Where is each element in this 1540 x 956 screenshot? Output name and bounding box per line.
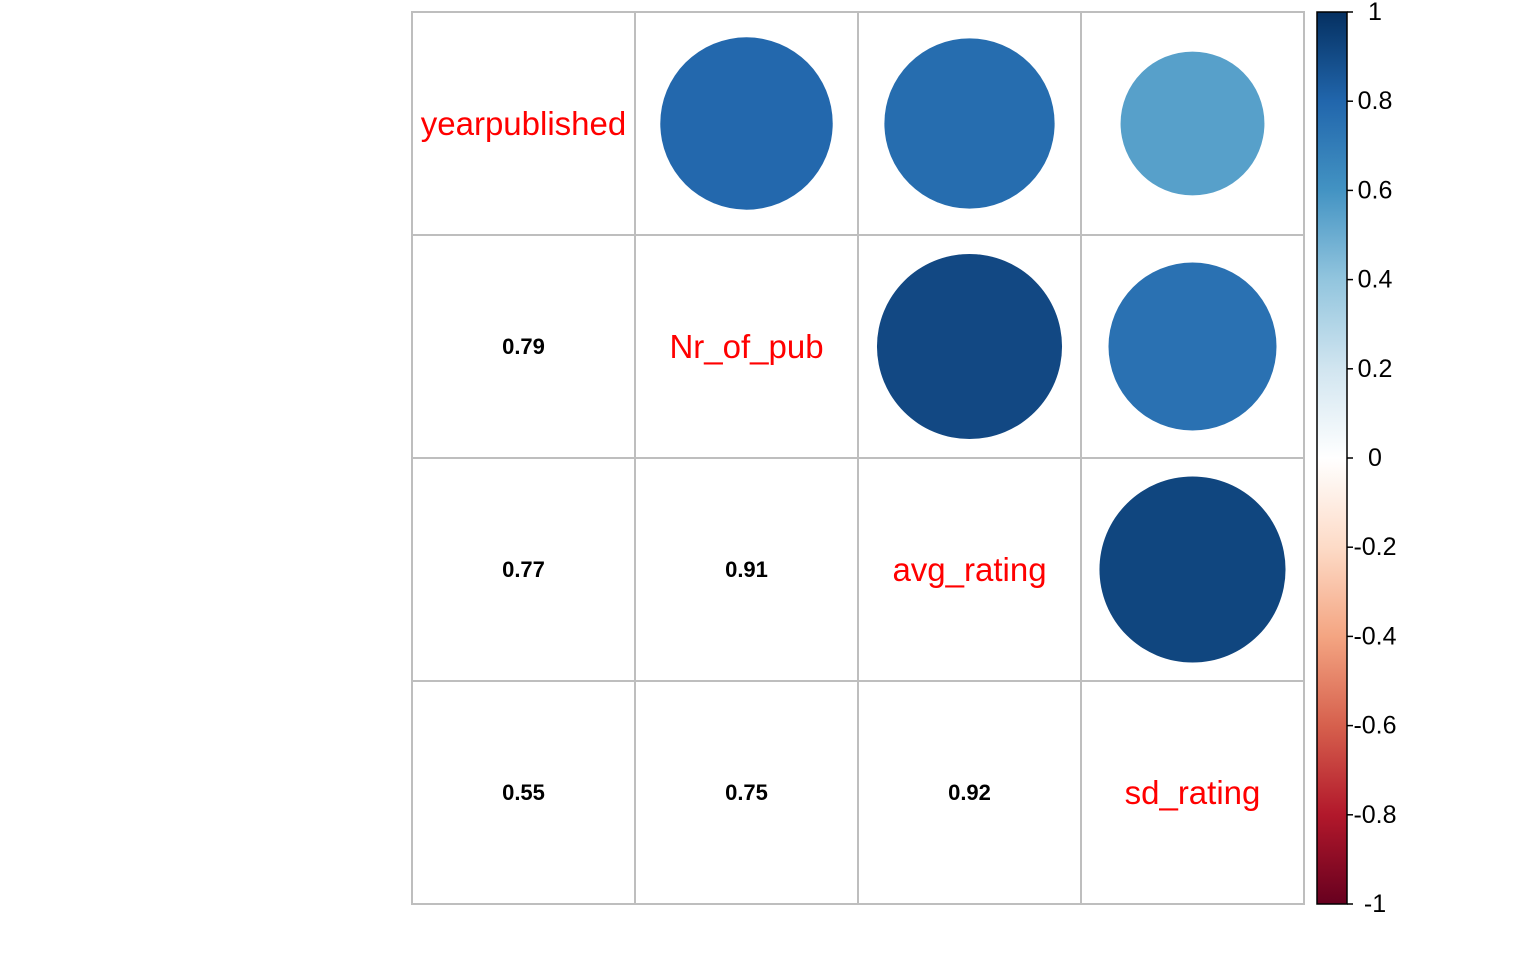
matrix-cell: [634, 680, 859, 905]
colorbar-tick-label: -0.6: [1353, 712, 1396, 740]
correlation-circle: [884, 38, 1055, 209]
colorbar-gradient: [1316, 11, 1348, 905]
matrix-cell: [411, 234, 636, 459]
colorbar-tick-label: 0: [1368, 444, 1382, 472]
correlation-value-label: 0.79: [502, 334, 545, 359]
variable-label-avg-rating: avg_rating: [892, 551, 1046, 588]
colorbar-tick-label: 0.6: [1358, 176, 1393, 204]
correlation-circle: [1108, 262, 1277, 431]
matrix-cell: [634, 234, 859, 459]
colorbar-tick-label: 0.4: [1358, 266, 1393, 294]
correlation-value-label: 0.75: [725, 780, 768, 805]
variable-label-nr-of-pub: Nr_of_pub: [669, 328, 823, 365]
variable-label-sd-rating: sd_rating: [1125, 774, 1261, 811]
correlation-circle: [876, 253, 1063, 440]
colorbar-tick-label: -0.4: [1353, 622, 1396, 650]
colorbar-tick-label: -1: [1364, 890, 1386, 918]
correlation-circle: [1120, 51, 1265, 196]
matrix-cell: [411, 680, 636, 905]
correlation-circle: [1099, 476, 1286, 663]
colorbar-tick-label: 0.2: [1358, 355, 1393, 383]
matrix-cell: [634, 457, 859, 682]
matrix-cell: [1080, 680, 1305, 905]
correlation-value-label: 0.91: [725, 557, 768, 582]
correlation-value-label: 0.55: [502, 780, 545, 805]
matrix-marks: yearpublished Nr_of_pub avg_rating sd_ratin…: [421, 37, 1286, 811]
colorbar: 1 0.8 0.6 0.4 0.2 0 -0.2 -0.4 -0.6 -0.8 -1: [1316, 0, 1397, 918]
variable-label-yearpublished: yearpublished: [421, 105, 626, 142]
matrix-cell: [411, 11, 636, 236]
colorbar-tick-label: 1: [1368, 0, 1382, 26]
colorbar-tick-label: 0.8: [1358, 87, 1393, 115]
correlation-circle: [660, 37, 833, 210]
matrix-cell: [857, 680, 1082, 905]
colorbar-tick-label: -0.2: [1353, 533, 1396, 561]
colorbar-tick-label: -0.8: [1353, 801, 1396, 829]
correlation-value-label: 0.77: [502, 557, 545, 582]
correlation-value-label: 0.92: [948, 780, 991, 805]
